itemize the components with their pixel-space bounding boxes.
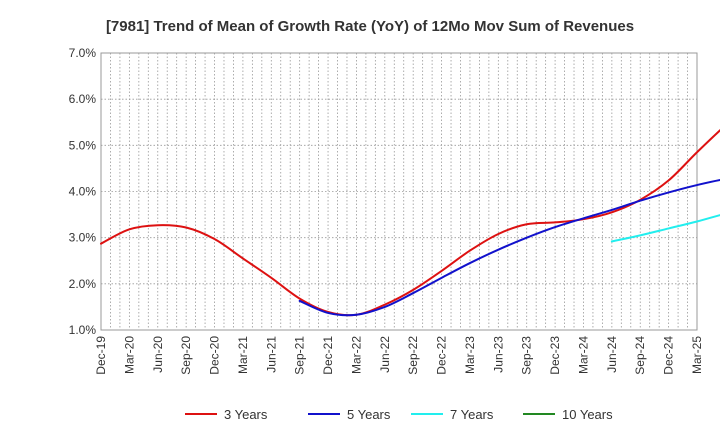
y-tick-label: 6.0% bbox=[69, 92, 97, 106]
x-tick-label: Sep-22 bbox=[406, 336, 420, 375]
legend-label-7-years: 7 Years bbox=[450, 407, 494, 422]
legend: 3 Years 5 Years 7 Years 10 Years bbox=[185, 407, 613, 422]
x-tick-label: Dec-22 bbox=[435, 336, 449, 375]
y-tick-label: 7.0% bbox=[69, 46, 97, 60]
plot-frame bbox=[100, 52, 698, 331]
x-tick-label: Mar-25 bbox=[690, 336, 704, 374]
y-tick-label: 5.0% bbox=[69, 138, 97, 152]
y-tick-label: 2.0% bbox=[69, 277, 97, 291]
series-line-3-years bbox=[100, 129, 720, 317]
x-tick-label: Mar-21 bbox=[236, 336, 250, 374]
legend-label-5-years: 5 Years bbox=[347, 407, 391, 422]
x-tick-label: Sep-21 bbox=[293, 336, 307, 375]
legend-label-3-years: 3 Years bbox=[224, 407, 268, 422]
chart-title: [7981] Trend of Mean of Growth Rate (YoY… bbox=[106, 18, 634, 35]
x-tick-label: Mar-23 bbox=[463, 336, 477, 374]
x-tick-label: Jun-22 bbox=[378, 336, 392, 373]
series-line-7-years bbox=[610, 214, 720, 243]
x-tick-label: Mar-22 bbox=[349, 336, 363, 374]
x-tick-label: Sep-20 bbox=[179, 336, 193, 375]
y-tick-label: 3.0% bbox=[69, 231, 97, 245]
x-tick-label: Dec-24 bbox=[662, 336, 676, 375]
series-line-5-years bbox=[298, 178, 720, 317]
x-tick-label: Mar-20 bbox=[122, 336, 136, 374]
x-tick-label: Sep-23 bbox=[520, 336, 534, 375]
axes: 1.0% 2.0% 3.0% 4.0% 5.0% 6.0% 7.0% Dec-19 Mar-20… bbox=[69, 46, 704, 375]
x-tick-label: Jun-23 bbox=[491, 336, 505, 373]
x-tick-label: Dec-20 bbox=[208, 336, 222, 375]
x-tick-label: Dec-21 bbox=[321, 336, 335, 375]
legend-label-10-years: 10 Years bbox=[562, 407, 613, 422]
x-tick-label: Sep-24 bbox=[633, 336, 647, 375]
grid bbox=[101, 53, 697, 330]
x-tick-label: Mar-24 bbox=[576, 336, 590, 374]
x-tick-label: Jun-21 bbox=[264, 336, 278, 373]
x-tick-label: Jun-20 bbox=[151, 336, 165, 373]
y-tick-label: 1.0% bbox=[69, 323, 97, 337]
x-tick-label: Dec-19 bbox=[94, 336, 108, 375]
series-lines bbox=[100, 129, 720, 317]
x-tick-label: Dec-23 bbox=[548, 336, 562, 375]
y-tick-label: 4.0% bbox=[69, 185, 97, 199]
x-tick-label: Jun-24 bbox=[605, 336, 619, 373]
